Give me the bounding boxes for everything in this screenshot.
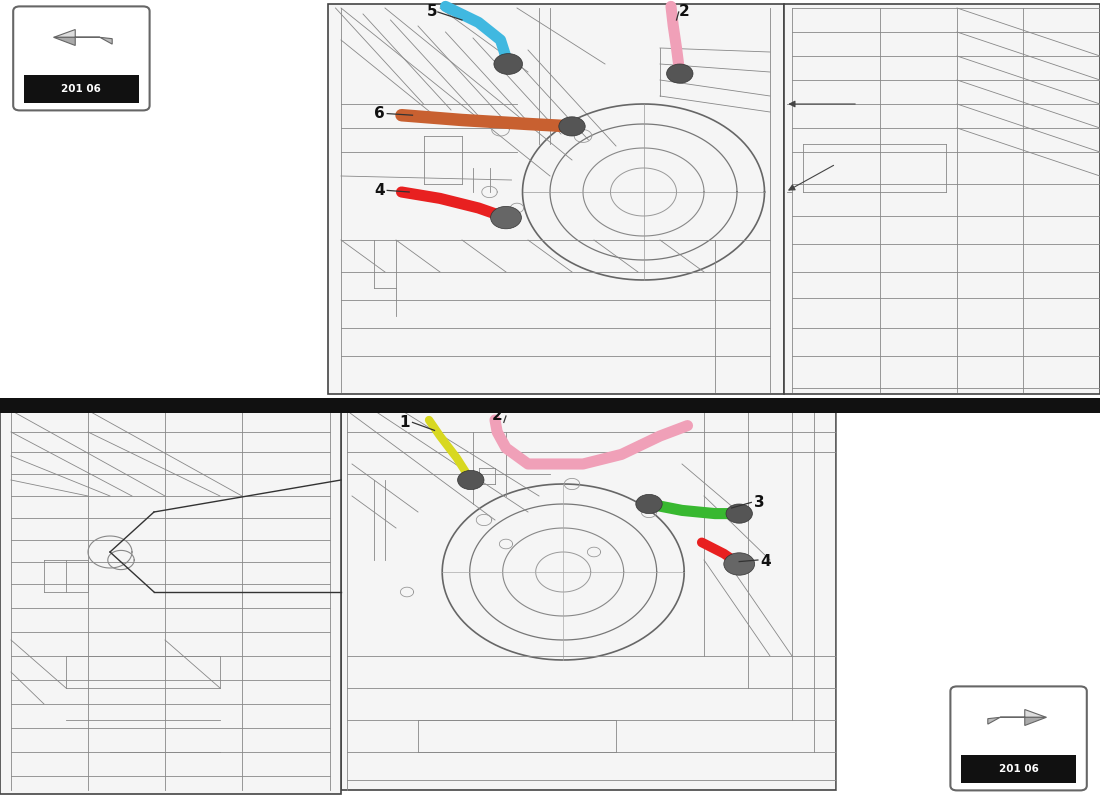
Text: 4: 4 <box>760 554 771 569</box>
Text: 4: 4 <box>374 183 385 198</box>
Text: 1: 1 <box>399 415 410 430</box>
FancyBboxPatch shape <box>950 686 1087 790</box>
Polygon shape <box>1000 710 1046 718</box>
Polygon shape <box>54 38 100 46</box>
Text: 2: 2 <box>492 409 503 423</box>
Circle shape <box>667 64 693 83</box>
Polygon shape <box>988 718 1000 724</box>
Polygon shape <box>100 38 112 44</box>
Bar <box>24 75 139 103</box>
Circle shape <box>559 117 585 136</box>
Polygon shape <box>1000 718 1046 726</box>
Text: 3: 3 <box>754 495 764 510</box>
Circle shape <box>636 494 662 514</box>
Circle shape <box>458 470 484 490</box>
Text: 201 06: 201 06 <box>999 764 1038 774</box>
Text: 6: 6 <box>374 106 385 121</box>
FancyBboxPatch shape <box>13 6 150 110</box>
Bar <box>0 398 1100 413</box>
Circle shape <box>491 206 521 229</box>
Circle shape <box>494 54 522 74</box>
Bar <box>328 4 784 394</box>
Text: 2: 2 <box>679 4 690 18</box>
Circle shape <box>726 504 752 523</box>
Bar <box>961 755 1076 783</box>
Text: 5: 5 <box>427 4 438 18</box>
Circle shape <box>724 553 755 575</box>
Bar <box>0 410 341 794</box>
Bar <box>341 410 836 790</box>
Bar <box>784 4 1100 394</box>
Polygon shape <box>54 30 100 38</box>
Text: 201 06: 201 06 <box>62 84 101 94</box>
